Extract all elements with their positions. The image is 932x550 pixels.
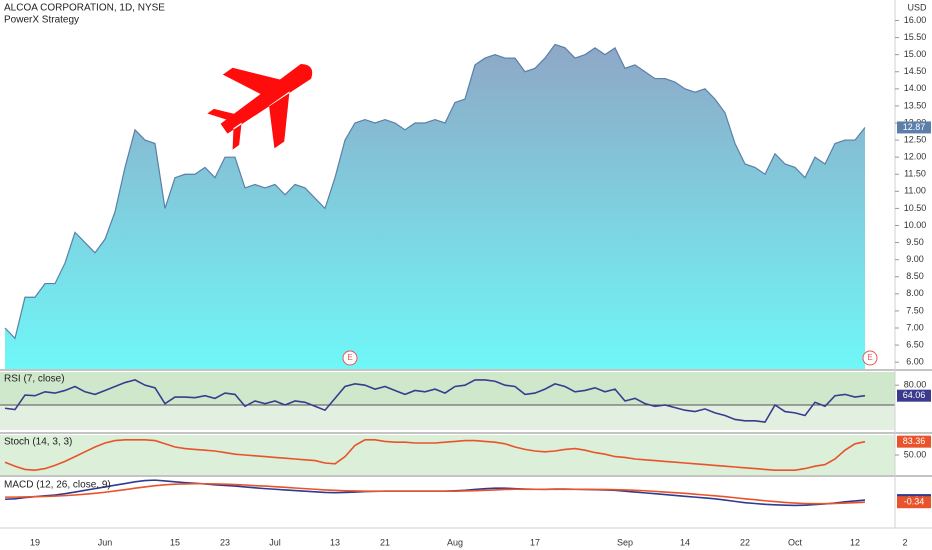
y-tick-label: 12.00 (904, 152, 927, 162)
last-value-label: 83.36 (903, 436, 926, 446)
y-tick-label: 10.50 (904, 203, 927, 213)
y-tick-label: 16.00 (904, 15, 927, 25)
x-tick-label: Sep (617, 537, 633, 547)
x-tick-label: 17 (530, 537, 540, 547)
y-tick-label: 6.00 (906, 357, 924, 367)
y-tick-label: 80.00 (904, 380, 927, 390)
y-tick-label: 15.00 (904, 49, 927, 59)
x-tick-label: 22 (740, 537, 750, 547)
x-tick-label: Aug (447, 537, 463, 547)
area (5, 44, 865, 370)
currency: USD (907, 2, 927, 12)
earnings-marker[interactable] (342, 350, 358, 366)
y-tick-label: 14.50 (904, 66, 927, 76)
last-value-label: 12.87 (903, 122, 926, 132)
y-tick-label: 12.50 (904, 134, 927, 144)
plane-icon (207, 63, 313, 150)
x-tick-label: 13 (330, 537, 340, 547)
x-tick-label: 2 (902, 537, 907, 547)
x-tick-label: 12 (850, 537, 860, 547)
y-tick-label: 6.50 (906, 339, 924, 349)
line (4, 43, 866, 340)
x-tick-label: 23 (220, 537, 230, 547)
y-tick-label: 9.50 (906, 237, 924, 247)
last-value-label: -0.34 (904, 497, 925, 507)
x-tick-label: 19 (30, 537, 40, 547)
y-tick-label: 7.00 (906, 322, 924, 332)
last-value-box (897, 389, 931, 402)
panel-title: RSI (7, close) (4, 374, 65, 385)
last-value-box (897, 496, 931, 509)
y-tick-label: 50.00 (904, 449, 927, 459)
chart-subtitle: PowerX Strategy (4, 15, 79, 26)
panel-title: Stoch (14, 3, 3) (4, 437, 72, 448)
y-tick-label: 10.00 (904, 220, 927, 230)
last-value-box (897, 435, 931, 448)
y-tick-label: 15.50 (904, 32, 927, 42)
y-tick-label: 7.50 (906, 305, 924, 315)
earnings-label: E (867, 353, 872, 362)
y-tick-label: 9.00 (906, 254, 924, 264)
earnings-label: E (347, 353, 352, 362)
line (4, 439, 866, 472)
line (5, 482, 866, 505)
x-tick-label: 21 (380, 537, 390, 547)
last-value-box (897, 121, 931, 134)
y-tick-label: 8.00 (906, 288, 924, 298)
last-value-label: 64.06 (903, 390, 926, 400)
y-tick-label: 8.50 (906, 271, 924, 281)
x-tick-label: Jun (98, 537, 113, 547)
line (4, 379, 866, 423)
y-tick-label: 11.50 (904, 169, 926, 179)
x-tick-label: Oct (788, 537, 803, 547)
panel-background (0, 478, 895, 512)
x-tick-label: 15 (170, 537, 180, 547)
earnings-marker[interactable] (862, 350, 878, 366)
chart-title: ALCOA CORPORATION, 1D, NYSE (4, 3, 165, 14)
y-tick-label: 11.00 (904, 186, 926, 196)
band (0, 372, 895, 405)
x-tick-label: 14 (680, 537, 690, 547)
x-tick-label: Jul (269, 537, 281, 547)
y-tick-label: 13.50 (904, 100, 927, 110)
y-tick-label: 14.00 (904, 83, 927, 93)
panel-title: MACD (12, 26, close, 9) (4, 480, 111, 491)
